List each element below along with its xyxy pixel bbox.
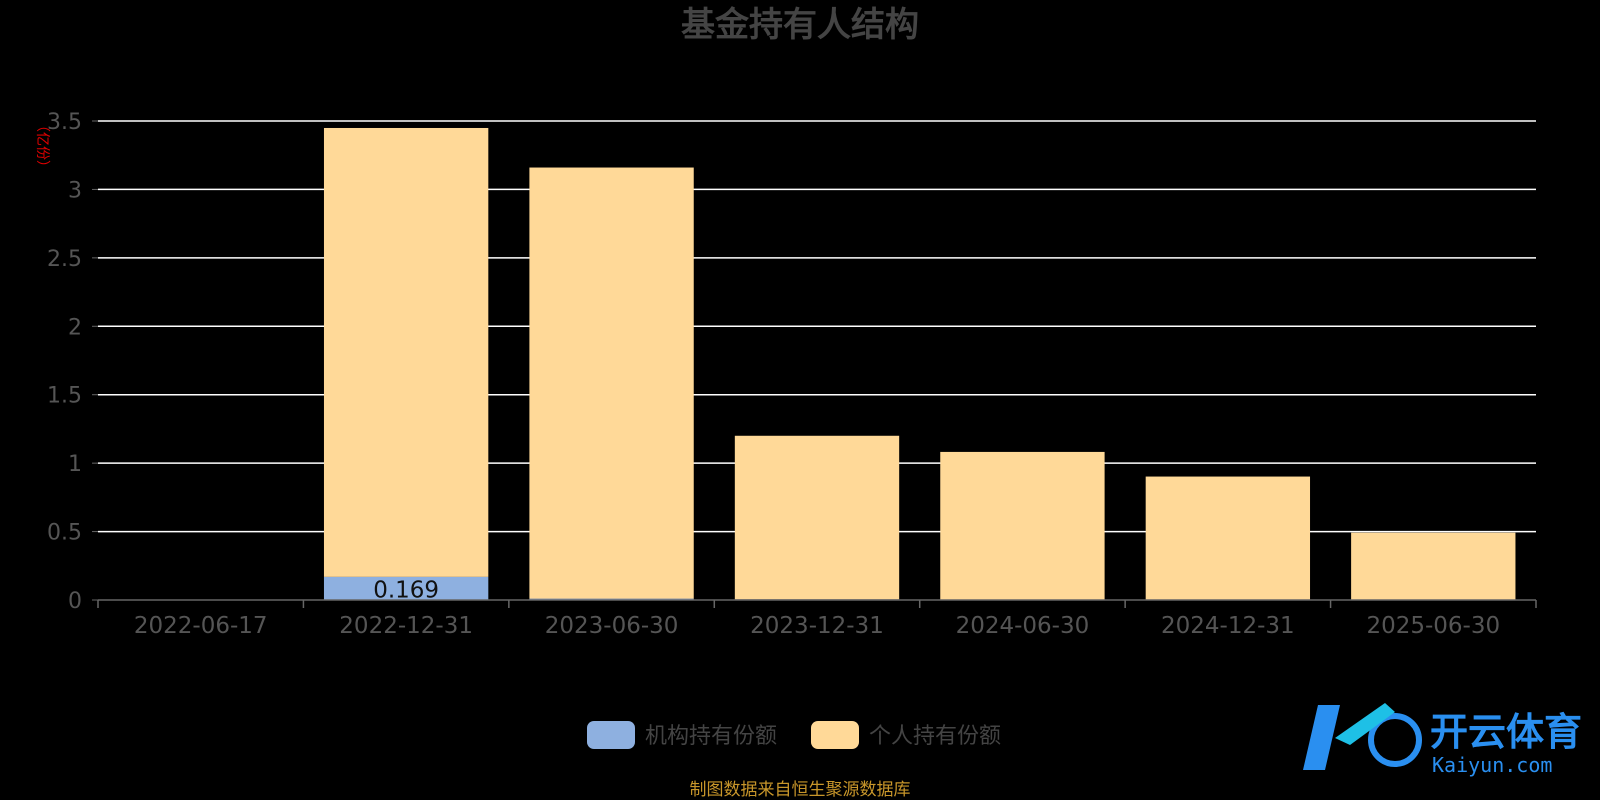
source-note: 制图数据来自恒生聚源数据库 xyxy=(690,780,911,800)
y-axis-unit: （亿份） xyxy=(34,118,50,174)
x-tick-label: 2023-06-30 xyxy=(545,613,679,639)
y-tick-label: 3.5 xyxy=(47,110,82,135)
x-tick-label: 2022-12-31 xyxy=(339,613,473,639)
bar-individual xyxy=(323,127,489,577)
bar-individual xyxy=(1145,476,1311,600)
y-tick-label: 2 xyxy=(68,315,82,340)
y-tick-label: 1.5 xyxy=(47,384,82,409)
bar-individual xyxy=(529,167,694,599)
data-labels: 0.169 xyxy=(373,577,439,603)
x-tick-label: 2024-06-30 xyxy=(956,613,1090,639)
bar-individual xyxy=(1351,532,1516,600)
logo-en-text: Kaiyun.com xyxy=(1432,753,1552,777)
x-tick-label: 2025-06-30 xyxy=(1366,613,1500,639)
y-tick-label: 3 xyxy=(68,178,82,203)
y-tick-label: 0 xyxy=(68,589,82,614)
y-tick-label: 0.5 xyxy=(47,521,82,546)
bar-individual xyxy=(734,435,900,600)
data-label: 0.169 xyxy=(373,577,439,603)
y-tick-label: 1 xyxy=(68,452,82,477)
bar-institutional xyxy=(323,576,489,600)
logo-k-stroke xyxy=(1303,705,1340,770)
x-tick-label: 2024-12-31 xyxy=(1161,613,1295,639)
legend-label: 机构持有份额 xyxy=(645,724,777,749)
x-tick-label: 2023-12-31 xyxy=(750,613,884,639)
legend-swatch xyxy=(587,721,635,749)
chart-title: 基金持有人结构 xyxy=(681,5,919,45)
bars xyxy=(323,127,1516,600)
logo-ball-icon xyxy=(1368,713,1422,767)
bar-individual xyxy=(940,451,1105,600)
x-tick-label: 2022-06-17 xyxy=(134,613,268,639)
y-tick-label: 2.5 xyxy=(47,247,82,272)
legend-swatch xyxy=(811,721,859,749)
legend[interactable]: 机构持有份额 个人持有份额 xyxy=(587,721,1001,749)
x-axis: 2022-06-17 2022-12-31 2023-06-30 2023-12-31… xyxy=(97,599,1537,639)
y-axis-ticks: 0 0.5 1 1.5 2 2.5 3 3.5 xyxy=(47,110,98,614)
legend-label: 个人持有份额 xyxy=(869,724,1001,749)
watermark-logo: 开云体育 Kaiyun.com xyxy=(1303,703,1582,777)
logo-k-arm xyxy=(1335,703,1395,745)
logo-cn-text: 开云体育 xyxy=(1430,710,1582,754)
